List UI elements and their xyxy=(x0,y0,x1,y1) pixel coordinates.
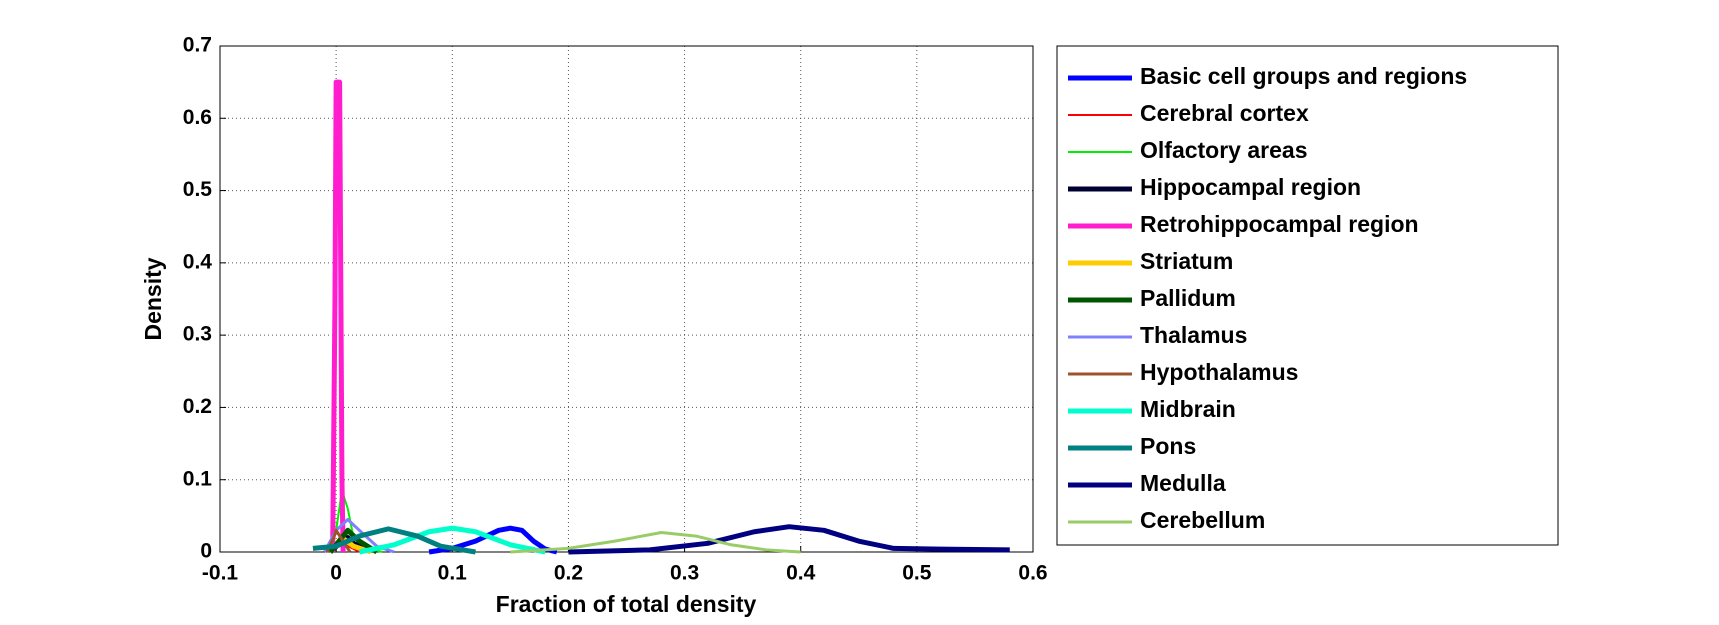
legend-label: Olfactory areas xyxy=(1140,137,1307,163)
x-tick-label: 0 xyxy=(330,562,342,585)
legend-label: Hypothalamus xyxy=(1140,359,1298,385)
legend-label: Hippocampal region xyxy=(1140,174,1361,200)
legend-label: Retrohippocampal region xyxy=(1140,211,1419,237)
x-tick-label: -0.1 xyxy=(202,562,239,585)
x-axis-label: Fraction of total density xyxy=(496,591,757,617)
x-tick-label: 0.5 xyxy=(902,562,932,585)
series-line xyxy=(568,524,1010,555)
legend-box xyxy=(1056,45,1559,546)
y-tick-label: 0.6 xyxy=(183,106,212,129)
legend-label: Cerebellum xyxy=(1140,507,1265,533)
x-tick-label: 0.6 xyxy=(1018,562,1047,585)
legend-label: Striatum xyxy=(1140,248,1233,274)
legend-label: Medulla xyxy=(1140,470,1226,496)
series-line xyxy=(358,525,546,555)
legend-label: Basic cell groups and regions xyxy=(1140,63,1467,89)
x-tick-label: 0.2 xyxy=(554,562,583,585)
y-tick-label: 0.4 xyxy=(183,250,213,273)
y-tick-label: 0.5 xyxy=(183,178,213,201)
y-tick-label: 0.2 xyxy=(183,395,212,418)
y-axis-label: Density xyxy=(140,257,166,340)
series-line xyxy=(510,530,801,554)
y-tick-label: 0 xyxy=(200,540,212,563)
x-tick-label: 0.4 xyxy=(786,562,816,585)
series-line xyxy=(328,527,379,555)
y-tick-label: 0.1 xyxy=(183,467,213,490)
series-line xyxy=(428,525,558,555)
y-tick-label: 0.3 xyxy=(183,323,212,346)
series-line xyxy=(312,526,476,555)
legend-label: Pons xyxy=(1140,433,1196,459)
x-tick-label: 0.1 xyxy=(438,562,468,585)
series-line xyxy=(330,79,346,553)
legend-label: Cerebral cortex xyxy=(1140,100,1309,126)
legend-label: Thalamus xyxy=(1140,322,1247,348)
plot-area xyxy=(220,46,1033,552)
legend-label: Midbrain xyxy=(1140,396,1236,422)
legend-label: Pallidum xyxy=(1140,285,1236,311)
x-tick-label: 0.3 xyxy=(670,562,699,585)
y-tick-label: 0.7 xyxy=(183,34,212,57)
